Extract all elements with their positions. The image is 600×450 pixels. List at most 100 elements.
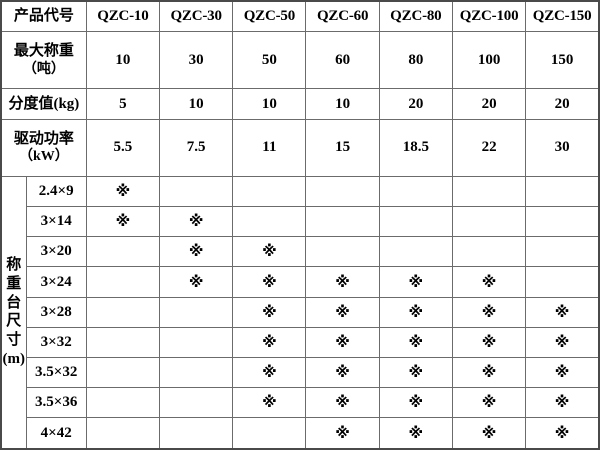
platform-size-row: 3.5×32 ※ ※ ※ ※ ※ bbox=[1, 357, 600, 389]
platform-size-group-label-char: 台 bbox=[6, 294, 22, 311]
spec-value-cell: 10 bbox=[305, 88, 380, 120]
spec-value-cell: 10 bbox=[232, 88, 307, 120]
availability-empty-cell bbox=[305, 175, 380, 207]
availability-empty-cell bbox=[525, 266, 600, 298]
spec-row-label: 分度值(kg) bbox=[0, 88, 87, 120]
spec-value-cell: 22 bbox=[451, 118, 527, 177]
platform-size-label: 4×42 bbox=[25, 417, 87, 450]
platform-size-row: 3×20 ※ ※ bbox=[1, 236, 600, 268]
availability-mark-cell: ※ bbox=[85, 175, 161, 207]
spec-row-name: 分度值(kg) bbox=[8, 95, 80, 112]
availability-mark-cell: ※ bbox=[451, 296, 527, 328]
platform-size-label: 3×24 bbox=[25, 266, 87, 298]
spec-value-cell: 10 bbox=[85, 31, 161, 90]
header-row-label: 产品代号 bbox=[0, 0, 87, 33]
availability-mark-cell: ※ bbox=[451, 387, 527, 419]
column-header-model-4: QZC-60 bbox=[305, 0, 380, 33]
availability-empty-cell bbox=[305, 236, 380, 268]
platform-size-label: 3×32 bbox=[25, 326, 87, 359]
availability-empty-cell bbox=[159, 357, 234, 389]
availability-empty-cell bbox=[159, 175, 234, 207]
spec-row-label: 最大称重 （吨） bbox=[0, 31, 87, 90]
availability-mark-cell: ※ bbox=[525, 387, 600, 419]
availability-mark-cell: ※ bbox=[378, 357, 453, 389]
availability-mark-cell: ※ bbox=[378, 326, 453, 359]
availability-mark-cell: ※ bbox=[159, 205, 234, 238]
spec-row-unit: （吨） bbox=[22, 62, 65, 78]
column-header-model-2: QZC-30 bbox=[159, 0, 234, 33]
column-header-model-5: QZC-80 bbox=[378, 0, 453, 33]
platform-size-row: 3×14 ※ ※ bbox=[1, 205, 600, 238]
platform-size-row: 3×32 ※ ※ ※ ※ ※ bbox=[1, 326, 600, 359]
column-header-model-1: QZC-10 bbox=[85, 0, 161, 33]
availability-mark-cell: ※ bbox=[159, 236, 234, 268]
table-header-row: 产品代号 QZC-10 QZC-30 QZC-50 QZC-60 QZC-80 QZC-10… bbox=[0, 0, 600, 33]
spec-row-label: 驱动功率 （kW） bbox=[0, 118, 87, 177]
column-header-model-7: QZC-150 bbox=[525, 0, 600, 33]
platform-size-label: 3×20 bbox=[25, 236, 87, 268]
spec-value-cell: 20 bbox=[451, 88, 527, 120]
spec-row-name: 驱动功率 bbox=[13, 130, 74, 147]
availability-empty-cell bbox=[159, 326, 234, 359]
platform-size-label: 3×28 bbox=[25, 296, 87, 328]
spec-row-unit: （kW） bbox=[18, 149, 69, 165]
availability-empty-cell bbox=[159, 296, 234, 328]
availability-mark-cell: ※ bbox=[232, 266, 307, 298]
availability-mark-cell: ※ bbox=[232, 326, 307, 359]
availability-mark-cell: ※ bbox=[525, 417, 600, 450]
spec-value-cell: 30 bbox=[159, 31, 234, 90]
platform-size-row: 称重台尺寸 (m) 2.4×9 ※ bbox=[0, 175, 600, 450]
spec-value-cell: 5 bbox=[85, 88, 161, 120]
spec-value-cell: 50 bbox=[232, 31, 307, 90]
availability-empty-cell bbox=[232, 175, 307, 207]
availability-mark-cell: ※ bbox=[232, 357, 307, 389]
availability-mark-cell: ※ bbox=[378, 417, 453, 450]
platform-size-group-label-char: (m) bbox=[2, 350, 26, 367]
availability-empty-cell bbox=[451, 175, 527, 207]
availability-empty-cell bbox=[159, 417, 234, 450]
availability-empty-cell bbox=[525, 205, 600, 238]
availability-mark-cell: ※ bbox=[378, 266, 453, 298]
availability-mark-cell: ※ bbox=[305, 357, 380, 389]
availability-empty-cell bbox=[378, 236, 453, 268]
availability-empty-cell bbox=[85, 417, 161, 450]
availability-empty-cell bbox=[232, 417, 307, 450]
spec-value-cell: 100 bbox=[451, 31, 527, 90]
availability-empty-cell bbox=[525, 236, 600, 268]
availability-empty-cell bbox=[85, 387, 161, 419]
availability-mark-cell: ※ bbox=[305, 326, 380, 359]
availability-mark-cell: ※ bbox=[305, 387, 380, 419]
availability-empty-cell bbox=[378, 205, 453, 238]
availability-empty-cell bbox=[451, 236, 527, 268]
spec-row: 分度值(kg) 5 10 10 10 20 20 20 bbox=[0, 88, 600, 120]
spec-value-cell: 20 bbox=[378, 88, 453, 120]
availability-mark-cell: ※ bbox=[451, 266, 527, 298]
spec-value-cell: 5.5 bbox=[85, 118, 161, 177]
spec-value-cell: 20 bbox=[525, 88, 600, 120]
availability-empty-cell bbox=[159, 387, 234, 419]
platform-size-group-label-char: 重 bbox=[6, 275, 22, 292]
availability-mark-cell: ※ bbox=[451, 357, 527, 389]
platform-size-row: 3.5×36 ※ ※ ※ ※ ※ bbox=[1, 387, 600, 419]
availability-mark-cell: ※ bbox=[525, 326, 600, 359]
availability-mark-cell: ※ bbox=[378, 387, 453, 419]
availability-mark-cell: ※ bbox=[232, 387, 307, 419]
availability-mark-cell: ※ bbox=[525, 296, 600, 328]
availability-mark-cell: ※ bbox=[305, 296, 380, 328]
spec-row-name: 最大称重 bbox=[13, 43, 74, 60]
spec-value-cell: 15 bbox=[305, 118, 380, 177]
availability-empty-cell bbox=[85, 236, 161, 268]
availability-empty-cell bbox=[85, 296, 161, 328]
spec-value-cell: 18.5 bbox=[378, 118, 453, 177]
availability-mark-cell: ※ bbox=[451, 417, 527, 450]
availability-mark-cell: ※ bbox=[378, 296, 453, 328]
platform-size-label: 3×14 bbox=[25, 205, 87, 238]
spec-value-cell: 30 bbox=[525, 118, 600, 177]
availability-empty-cell bbox=[85, 357, 161, 389]
platform-size-label: 2.4×9 bbox=[25, 175, 87, 207]
availability-empty-cell bbox=[232, 205, 307, 238]
availability-empty-cell bbox=[85, 326, 161, 359]
availability-mark-cell: ※ bbox=[159, 266, 234, 298]
spec-value-cell: 80 bbox=[378, 31, 453, 90]
